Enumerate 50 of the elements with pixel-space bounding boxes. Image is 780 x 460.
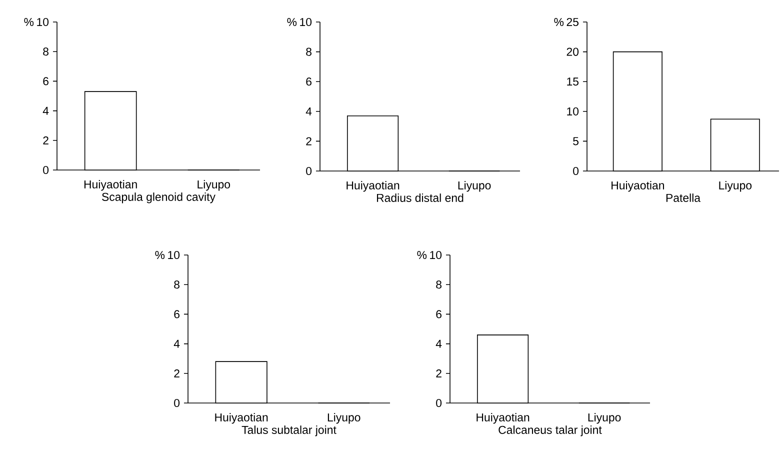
y-axis-title: % xyxy=(417,250,427,259)
x-tick-label: Liyupo xyxy=(588,413,621,424)
y-tick-label: 2 xyxy=(174,369,180,378)
y-tick-label: 8 xyxy=(43,48,48,56)
y-tick-label: 8 xyxy=(436,280,442,289)
y-axis-title: % xyxy=(155,250,165,259)
x-tick-label: Huiyaotian xyxy=(84,180,137,191)
y-axis-title: % xyxy=(24,18,34,26)
y-tick-label: 4 xyxy=(306,107,312,116)
y-tick-label: 15 xyxy=(567,78,579,86)
y-tick-label: 0 xyxy=(436,398,442,408)
y-tick-label: 4 xyxy=(174,340,180,348)
y-tick-label: 2 xyxy=(436,369,442,378)
x-tick-label: Huiyaotian xyxy=(476,413,530,424)
x-tick-label: Liyupo xyxy=(198,180,230,191)
y-tick-label: 10 xyxy=(430,250,442,260)
x-axis-title: Patella xyxy=(666,194,701,202)
y-tick-label: 6 xyxy=(436,310,442,318)
x-axis-title: Calcaneus talar joint xyxy=(498,426,602,436)
y-tick-label: 10 xyxy=(168,250,180,260)
x-tick-label: Huiyaotian xyxy=(346,181,400,192)
y-tick-label: 0 xyxy=(306,166,312,176)
x-axis-title: Talus subtalar joint xyxy=(242,426,336,436)
x-tick-label: Liyupo xyxy=(719,181,752,192)
y-tick-label: 2 xyxy=(43,136,48,144)
x-axis-title: Radius distal end xyxy=(376,194,464,202)
y-tick-label: 8 xyxy=(306,48,312,56)
y-tick-label: 0 xyxy=(573,166,579,176)
y-tick-label: 10 xyxy=(300,18,312,26)
y-tick-label: 8 xyxy=(174,280,180,289)
y-tick-label: 0 xyxy=(174,398,180,408)
y-tick-label: 25 xyxy=(566,18,579,26)
x-axis-title: Scapula glenoid cavity xyxy=(102,192,216,204)
y-tick-label: 4 xyxy=(42,106,49,115)
y-tick-label: 0 xyxy=(43,166,49,174)
x-tick-label: Liyupo xyxy=(328,413,360,424)
y-tick-label: 6 xyxy=(306,78,312,86)
y-tick-label: 10 xyxy=(567,107,579,116)
y-tick-label: 6 xyxy=(43,77,48,86)
y-tick-label: 20 xyxy=(566,48,579,56)
y-tick-label: 10 xyxy=(37,18,49,26)
x-tick-label: Huiyaotian xyxy=(215,413,268,424)
y-tick-label: 2 xyxy=(306,137,312,146)
y-tick-label: 6 xyxy=(174,310,180,318)
y-tick-label: 5 xyxy=(573,137,579,146)
x-tick-label: Liyupo xyxy=(458,181,491,192)
x-tick-label: Huiyaotian xyxy=(612,181,664,192)
y-axis-title: % xyxy=(287,18,297,26)
y-axis-title: % xyxy=(554,18,564,26)
y-tick-label: 4 xyxy=(436,340,442,348)
